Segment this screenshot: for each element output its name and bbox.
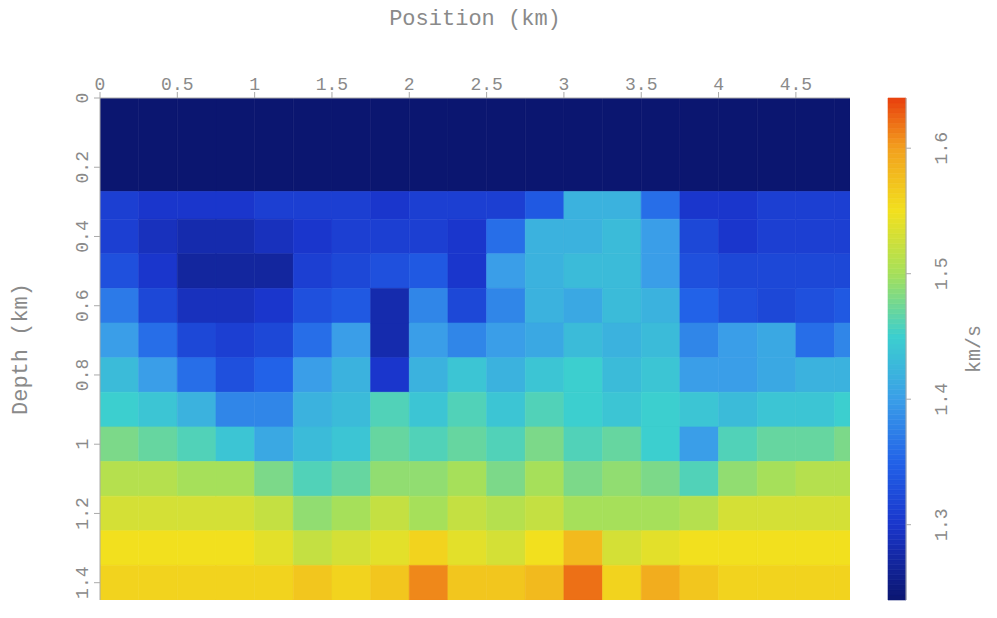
svg-text:1: 1: [249, 75, 260, 95]
svg-text:0.4: 0.4: [73, 220, 93, 252]
svg-text:4.5: 4.5: [780, 75, 812, 95]
svg-text:0: 0: [95, 75, 106, 95]
svg-text:1.4: 1.4: [73, 566, 93, 598]
svg-text:1.5: 1.5: [932, 257, 952, 289]
svg-text:0.6: 0.6: [73, 290, 93, 322]
svg-text:0.5: 0.5: [161, 75, 193, 95]
svg-text:2: 2: [404, 75, 415, 95]
svg-text:1.6: 1.6: [932, 132, 952, 164]
svg-text:Depth (km): Depth (km): [9, 283, 34, 415]
svg-text:km/s: km/s: [963, 325, 986, 373]
svg-text:4: 4: [713, 75, 724, 95]
svg-text:3: 3: [559, 75, 570, 95]
svg-text:3.5: 3.5: [625, 75, 657, 95]
svg-text:1.5: 1.5: [316, 75, 348, 95]
svg-text:0.8: 0.8: [73, 359, 93, 391]
svg-text:0: 0: [73, 93, 93, 104]
svg-text:1.3: 1.3: [932, 508, 952, 540]
svg-text:2.5: 2.5: [470, 75, 502, 95]
svg-text:0.2: 0.2: [73, 151, 93, 183]
svg-text:1.2: 1.2: [73, 497, 93, 529]
svg-text:1: 1: [73, 439, 93, 450]
svg-text:1.4: 1.4: [932, 383, 952, 415]
svg-text:Position (km): Position (km): [389, 7, 561, 32]
